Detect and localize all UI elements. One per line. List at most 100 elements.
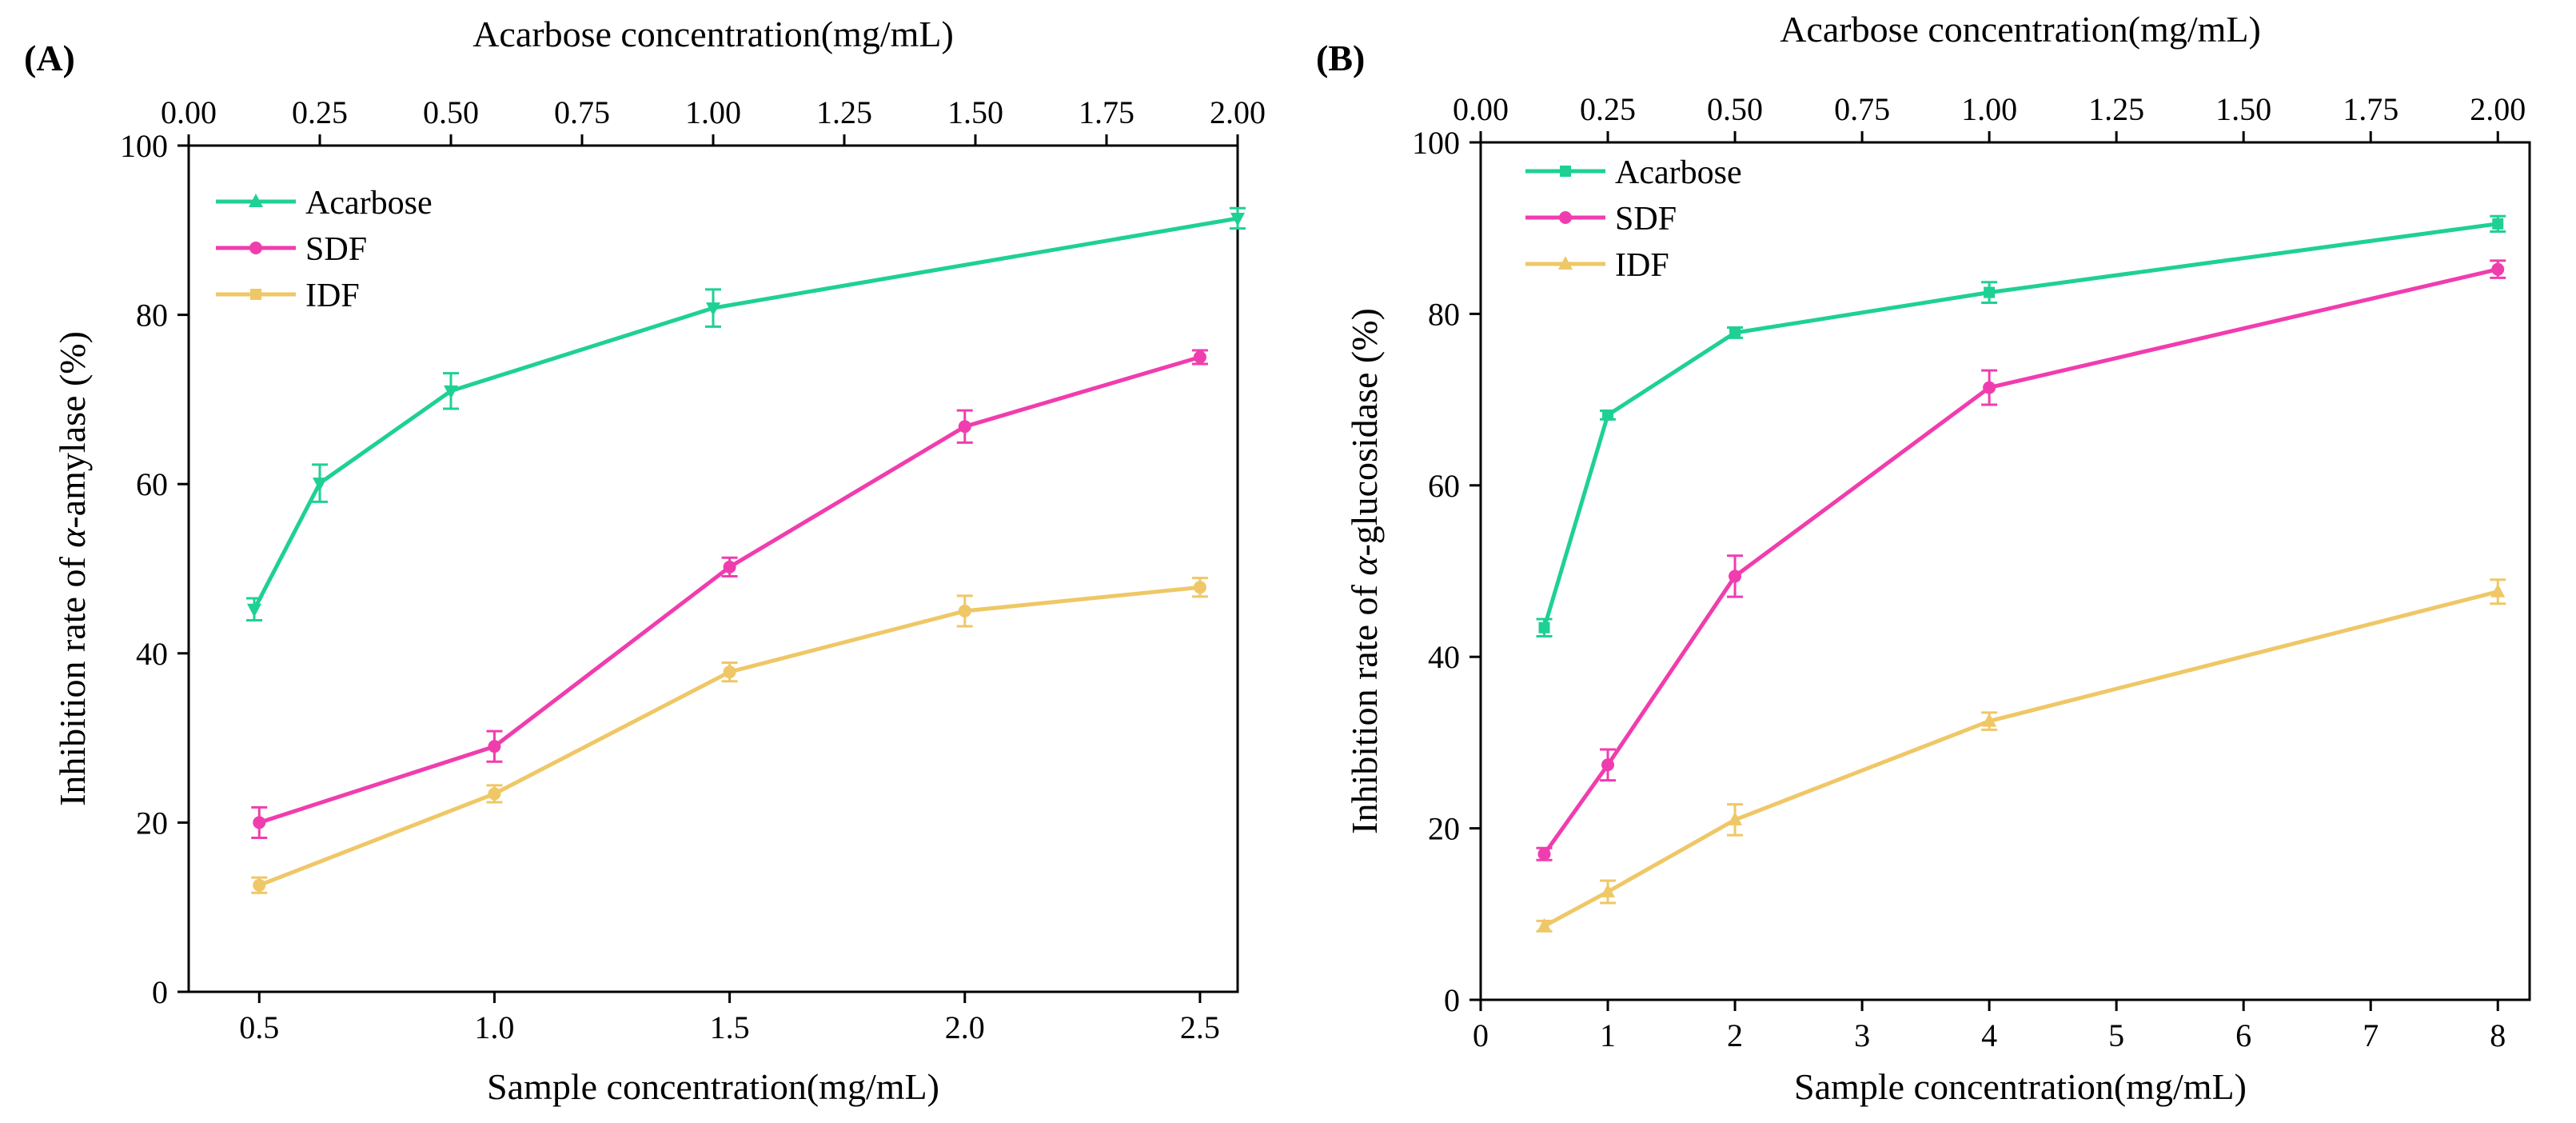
data-point [1601, 758, 1615, 772]
panel-label-a: (A) [24, 38, 75, 78]
top-x-tick-label: 0.00 [1453, 91, 1509, 127]
x-tick-label: 2.0 [945, 1009, 985, 1045]
top-x-tick-label: 1.00 [685, 94, 741, 130]
y-tick-label: 20 [136, 805, 168, 841]
legend-marker [1559, 211, 1572, 224]
top-x-tick-label: 1.75 [1079, 94, 1134, 130]
data-point [444, 385, 458, 399]
data-point [1982, 713, 1997, 727]
panel-a: (A) Acarbose concentration(mg/mL) Sample… [24, 14, 1266, 1107]
y-tick-label: 100 [120, 128, 168, 164]
data-point [1983, 381, 1996, 394]
top-x-tick-label: 0.25 [1580, 91, 1636, 127]
legend-label: IDF [305, 278, 360, 314]
x-tick-label: 0 [1473, 1017, 1489, 1053]
x-tick-label: 2 [1727, 1017, 1743, 1053]
data-point [1193, 581, 1206, 594]
y-tick-label: 40 [1428, 639, 1460, 675]
legend-item-sdf: SDF [216, 231, 367, 268]
legend-marker [249, 194, 263, 207]
x-tick-label: 1.5 [710, 1009, 750, 1045]
x-tick-label: 4 [1981, 1017, 1997, 1053]
legend-marker [1560, 166, 1571, 177]
data-point [1537, 847, 1551, 861]
x-tick-label: 7 [2363, 1017, 2379, 1053]
top-x-tick-label: 1.25 [2088, 91, 2144, 127]
legend-label: SDF [1615, 201, 1677, 238]
data-point [1602, 409, 1614, 421]
ticks-b: 0 1 2 3 4 5 6 7 8 0.00 0.25 0.50 0.75 1.00 1.25 1.50 1.7… [1412, 91, 2526, 1053]
series-a [246, 206, 1246, 894]
ticks-a: 0.5 1.0 1.5 2.0 2.5 0.00 0.25 0.50 0.75 1.00 1.25 1… [120, 94, 1266, 1045]
top-x-tick-label: 1.25 [816, 94, 872, 130]
legend-a: Acarbose SDF IDF [216, 185, 433, 314]
plot-frame-a [187, 144, 1239, 993]
y-tick-label: 80 [136, 298, 168, 334]
data-point [1728, 811, 1743, 825]
legend-item-idf: IDF [1525, 247, 1669, 284]
series-line [1543, 589, 2498, 929]
panel-label-b: (B) [1316, 38, 1365, 78]
top-x-tick-label: 2.00 [2470, 91, 2526, 127]
series-line [1542, 222, 2498, 629]
data-point [1193, 350, 1206, 364]
x-axis-label-b: Sample concentration(mg/mL) [1794, 1066, 2247, 1107]
data-point [2490, 583, 2506, 597]
top-x-tick-label: 0.75 [1834, 91, 1890, 127]
legend-label: IDF [1615, 247, 1669, 284]
data-point [1729, 569, 1742, 583]
top-x-tick-label: 0.00 [161, 94, 217, 130]
x-tick-label: 6 [2235, 1017, 2251, 1053]
series-idf [251, 577, 1208, 894]
data-point [723, 665, 736, 679]
data-point [488, 740, 501, 753]
plot-frame-b [1479, 141, 2531, 1001]
x-axis-label-a: Sample concentration(mg/mL) [487, 1066, 939, 1107]
y-axis-label-b: Inhibition rate of α-glucosidase (%) [1344, 308, 1385, 834]
data-point [253, 816, 266, 829]
data-point [2491, 262, 2505, 276]
series-line [252, 216, 1238, 610]
series-acarbose [246, 206, 1246, 622]
series-line [258, 585, 1201, 888]
data-point [247, 603, 261, 617]
data-point [1537, 917, 1552, 932]
y-tick-label: 40 [136, 636, 168, 672]
series-acarbose [1536, 214, 2506, 637]
legend-label: Acarbose [305, 185, 433, 222]
series-idf [1536, 578, 2506, 933]
data-point [706, 302, 720, 317]
series-sdf [251, 349, 1208, 839]
data-point [313, 478, 327, 492]
y-tick-label: 60 [136, 466, 168, 502]
legend-item-idf: IDF [216, 278, 360, 314]
series-b [1536, 214, 2506, 933]
top-x-tick-label: 0.50 [423, 94, 479, 130]
legend-marker [1558, 256, 1573, 270]
legend-marker [250, 289, 261, 300]
data-point [958, 420, 971, 434]
top-x-axis-label-b: Acarbose concentration(mg/mL) [1780, 9, 2261, 50]
x-tick-label: 3 [1854, 1017, 1870, 1053]
top-x-tick-label: 0.75 [554, 94, 610, 130]
x-tick-label: 1.0 [474, 1009, 514, 1045]
x-tick-label: 8 [2490, 1017, 2506, 1053]
y-tick-label: 80 [1428, 296, 1460, 332]
panel-b: (B) Acarbose concentration(mg/mL) Sample… [1316, 9, 2531, 1107]
x-tick-label: 5 [2108, 1017, 2124, 1053]
data-point [1230, 212, 1245, 226]
legend-item-sdf: SDF [1525, 201, 1677, 238]
y-tick-label: 0 [1444, 982, 1460, 1018]
y-tick-label: 20 [1428, 811, 1460, 847]
data-point [1538, 621, 1550, 633]
legend-label: Acarbose [1615, 154, 1742, 191]
legend-marker [249, 242, 262, 254]
x-tick-label: 2.5 [1180, 1009, 1220, 1045]
y-axis-label-a: Inhibition rate of α-amylase (%) [52, 331, 93, 806]
data-point [958, 604, 971, 617]
top-x-tick-label: 1.00 [1961, 91, 2017, 127]
data-point [253, 878, 266, 892]
y-tick-label: 60 [1428, 468, 1460, 504]
legend-item-acarbose: Acarbose [216, 185, 433, 222]
x-tick-label: 0.5 [239, 1009, 279, 1045]
